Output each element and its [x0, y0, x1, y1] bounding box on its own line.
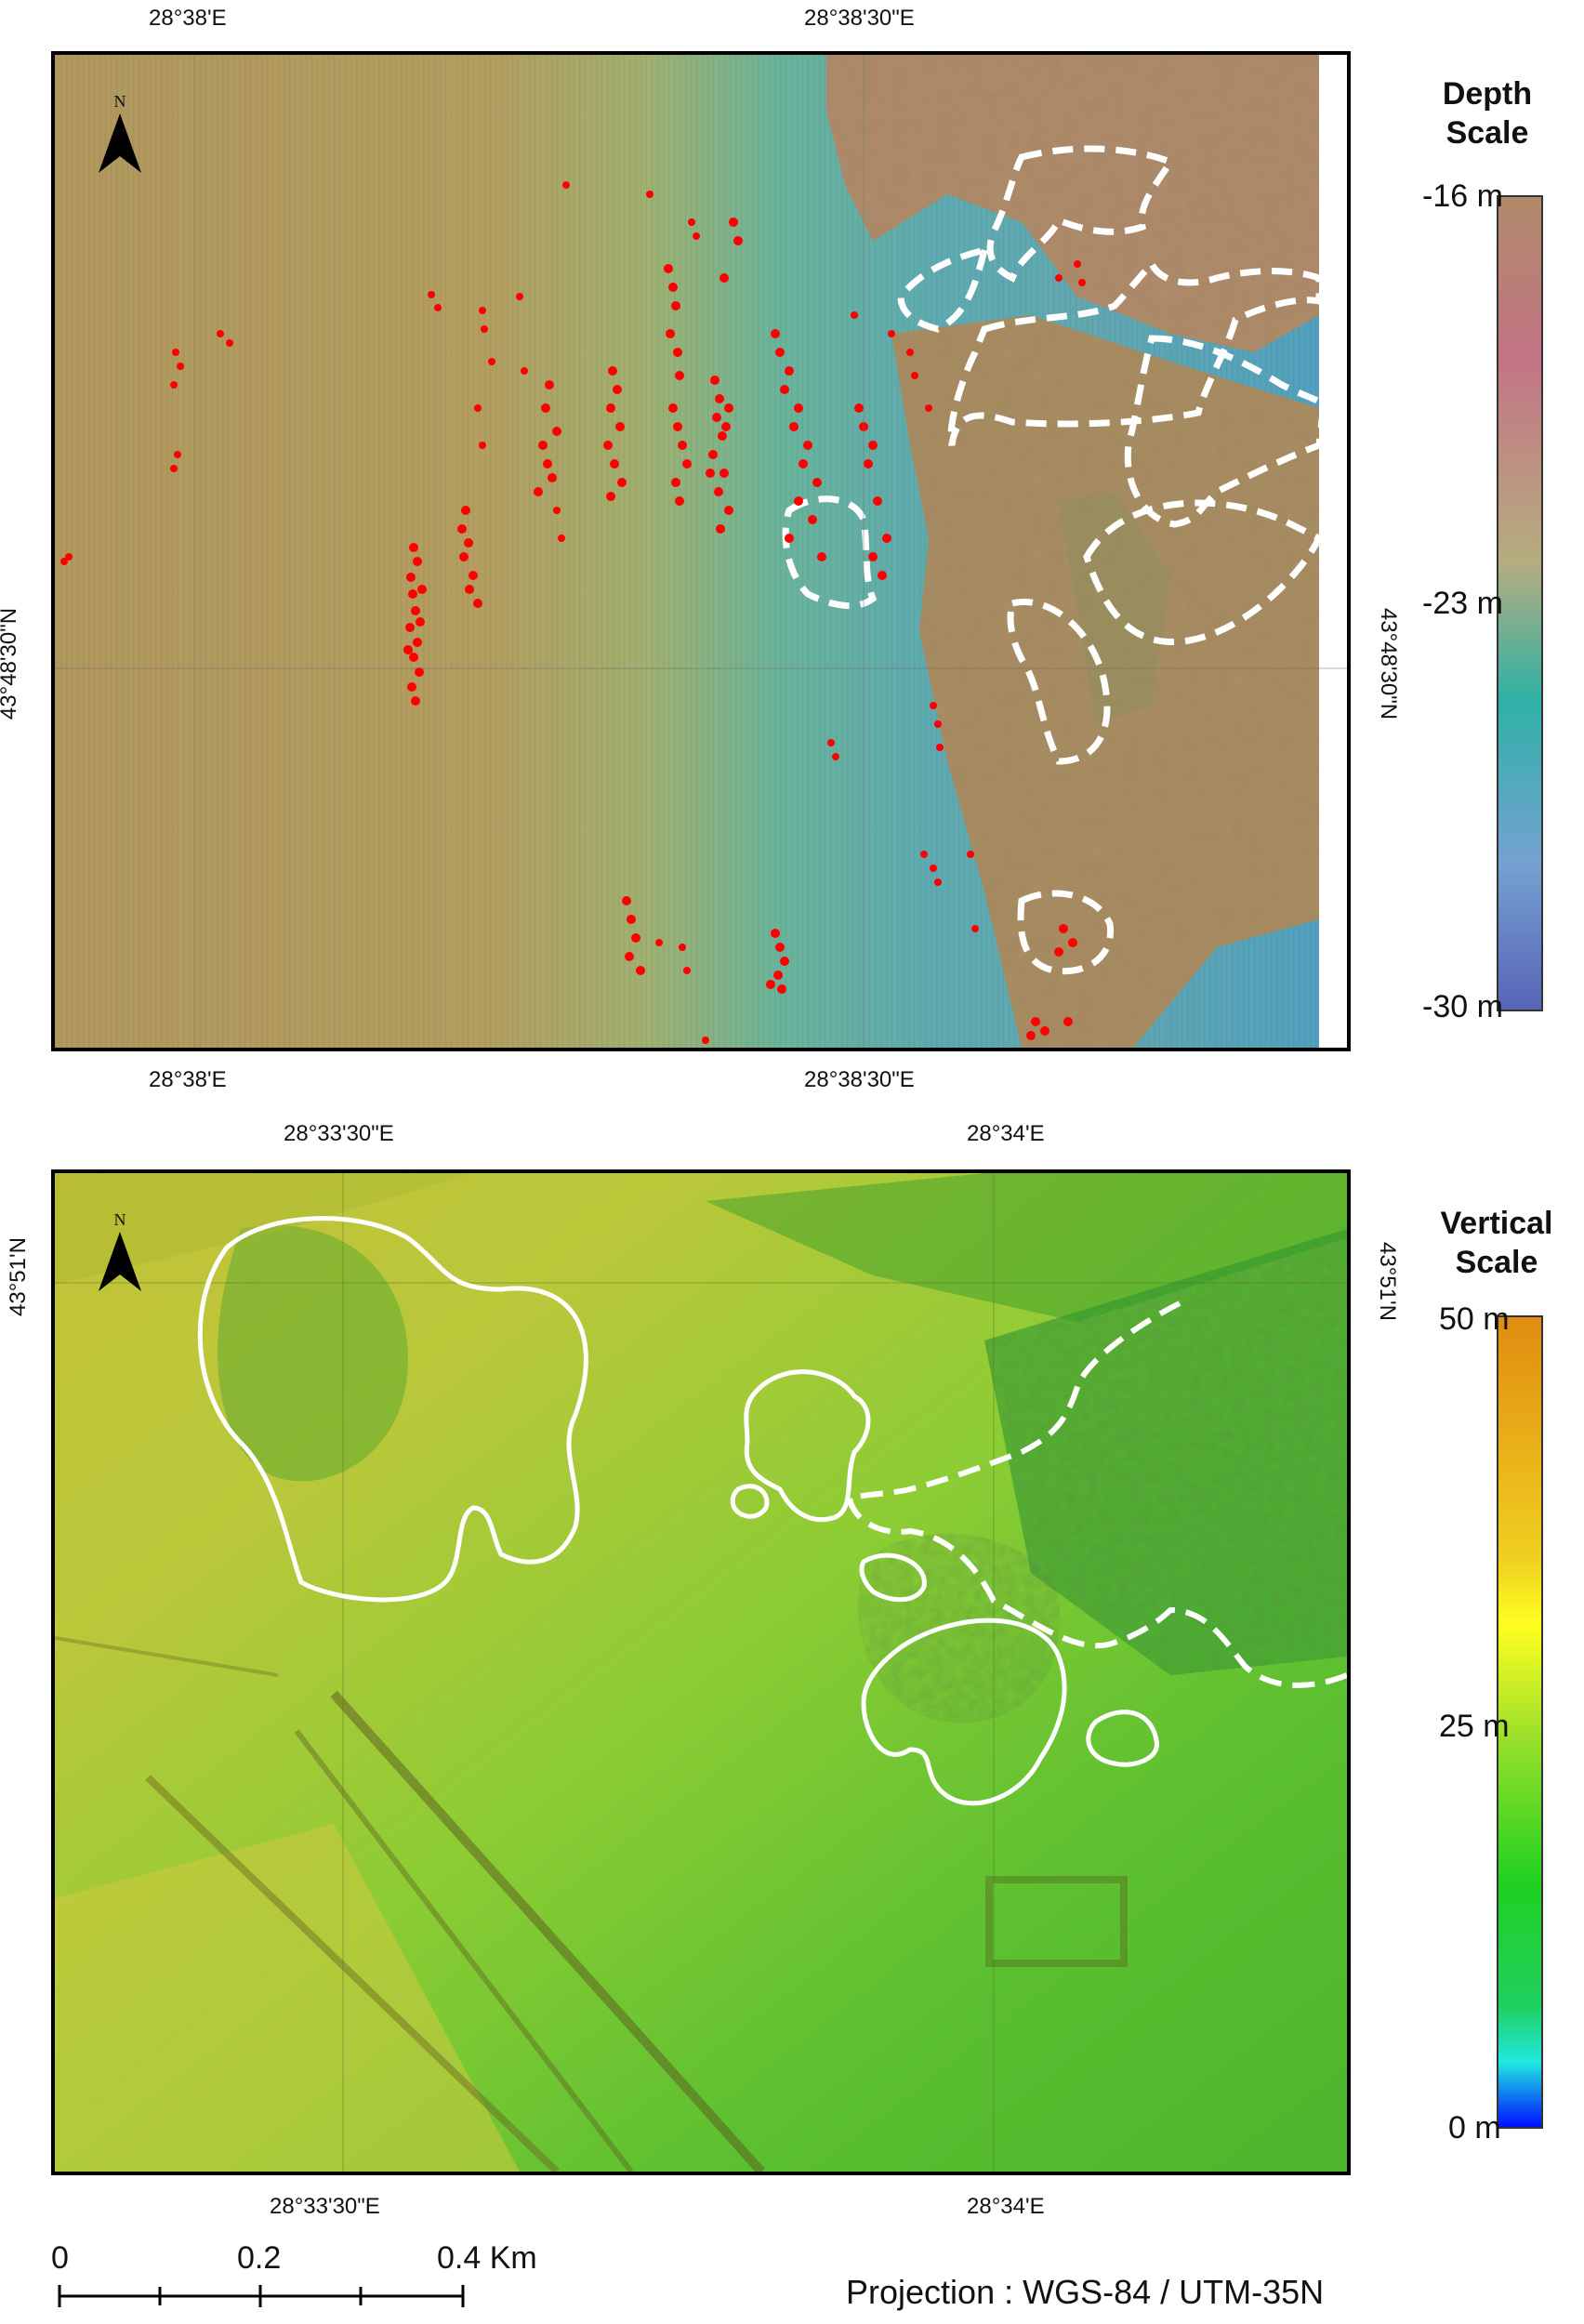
vertical-colorbar	[1497, 1315, 1543, 2129]
bottom-map-bottom-tick-1: 28°33'30"E	[270, 2194, 380, 2219]
elevation-map-canvas	[55, 1173, 1347, 2172]
marker-cluster	[403, 543, 427, 706]
depth-scale-title: Depth Scale	[1442, 76, 1533, 151]
vertical-scale-title: Vertical Scale	[1440, 1206, 1553, 1280]
bathymetry-map[interactable]: N	[51, 51, 1351, 1051]
depth-scale-mid: -23 m	[1422, 586, 1503, 621]
north-label: N	[113, 92, 126, 111]
top-map-bottom-tick-1: 28°38'E	[149, 1067, 227, 1092]
vertical-scale-max: 50 m	[1439, 1301, 1510, 1337]
north-arrow-icon	[99, 1232, 141, 1291]
find-markers	[60, 181, 1086, 1044]
top-map-right-tick: 43°48'30"N	[1376, 607, 1401, 720]
depth-colorbar	[1497, 195, 1543, 1011]
vertical-scale-mid: 25 m	[1439, 1709, 1510, 1744]
top-map-left-tick: 43°48'30"N	[0, 607, 21, 720]
top-map-top-tick-1: 28°38'E	[149, 6, 227, 31]
north-arrow: N	[97, 92, 143, 185]
north-label-2: N	[113, 1210, 126, 1229]
bottom-map-left-tick: 43°51'N	[6, 1237, 31, 1316]
bathymetry-map-canvas	[55, 55, 1347, 1048]
vertical-scale-min: 0 m	[1448, 2110, 1501, 2146]
scalebar-label-1: 0.2	[237, 2240, 282, 2276]
scalebar-label-0: 0	[51, 2240, 69, 2276]
projection-label: Projection : WGS-84 / UTM-35N	[846, 2273, 1325, 2311]
site-outlines	[782, 145, 1327, 975]
depth-scale-min: -30 m	[1422, 989, 1503, 1024]
site-outline-dashed	[846, 1301, 1347, 1688]
north-arrow-icon	[99, 113, 141, 173]
depth-scale-max: -16 m	[1422, 178, 1503, 214]
bottom-map-bottom-tick-2: 28°34'E	[967, 2194, 1045, 2219]
distance-scalebar: 0 0.2 0.4 Km	[51, 2240, 539, 2315]
bottom-map-top-tick-2: 28°34'E	[967, 1121, 1045, 1146]
bottom-map-top-tick-1: 28°33'30"E	[284, 1121, 394, 1146]
top-map-top-tick-2: 28°38'30"E	[804, 6, 915, 31]
top-map-bottom-tick-2: 28°38'30"E	[804, 1067, 915, 1092]
site-outlines-solid	[197, 1216, 1159, 1806]
north-arrow-2: N	[97, 1210, 143, 1303]
scalebar-label-2: 0.4 Km	[437, 2240, 537, 2276]
bottom-map-right-tick: 43°51'N	[1375, 1242, 1400, 1321]
elevation-map[interactable]: N	[51, 1169, 1351, 2175]
scalebar-ruler	[58, 2285, 465, 2307]
